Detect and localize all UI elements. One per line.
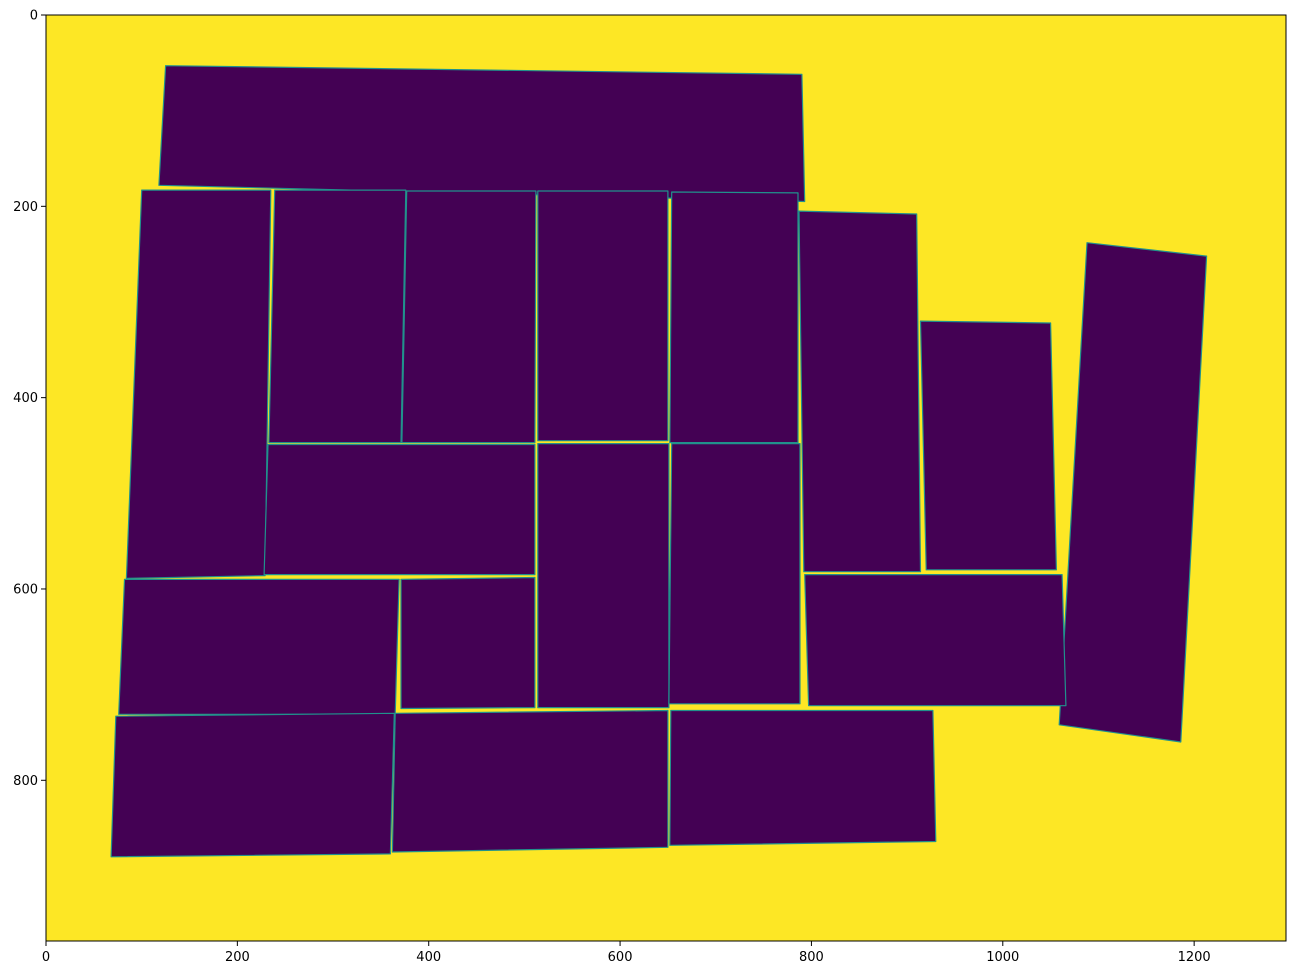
piece-left-tall [125,189,272,580]
piece-col2-upper [268,189,407,444]
piece-mid-wide [263,443,536,576]
y-tick-label: 0 [30,9,38,24]
piece-bottom-center [391,709,669,853]
x-tick-label: 1200 [1178,950,1211,965]
plot-frame [45,14,1287,942]
x-tick-label: 400 [416,950,441,965]
piece-layer [110,65,1208,858]
x-tick-label: 600 [608,950,633,965]
x-tick-label: 1000 [986,950,1019,965]
piece-top-long [158,65,806,203]
piece-center-small [400,576,536,710]
y-tick-label: 800 [13,774,38,789]
piece-right-lower-wide [804,573,1067,707]
piece-left-lower-wide [118,578,400,715]
y-axis-ticks: 0 200 400 600 800 [13,9,46,789]
piece-right-mid [919,320,1058,571]
piece-col3-upper [401,190,537,444]
piece-bottom-right [669,709,937,846]
x-tick-label: 0 [42,950,50,965]
y-tick-label: 600 [13,582,38,597]
x-tick-label: 800 [799,950,824,965]
y-tick-label: 400 [13,391,38,406]
x-axis-ticks: 0 200 400 600 800 1000 1200 [42,941,1211,965]
piece-bottom-left [110,712,395,858]
y-tick-label: 200 [13,200,38,215]
piece-col4-lower-tall [537,443,670,709]
x-tick-label: 200 [225,950,250,965]
piece-col5-lower-tall [668,443,801,705]
piece-far-right-tall [1058,242,1208,743]
piece-right-upper-tall [798,210,922,573]
piece-col5-upper [669,191,799,444]
piece-col4-upper [537,190,669,442]
